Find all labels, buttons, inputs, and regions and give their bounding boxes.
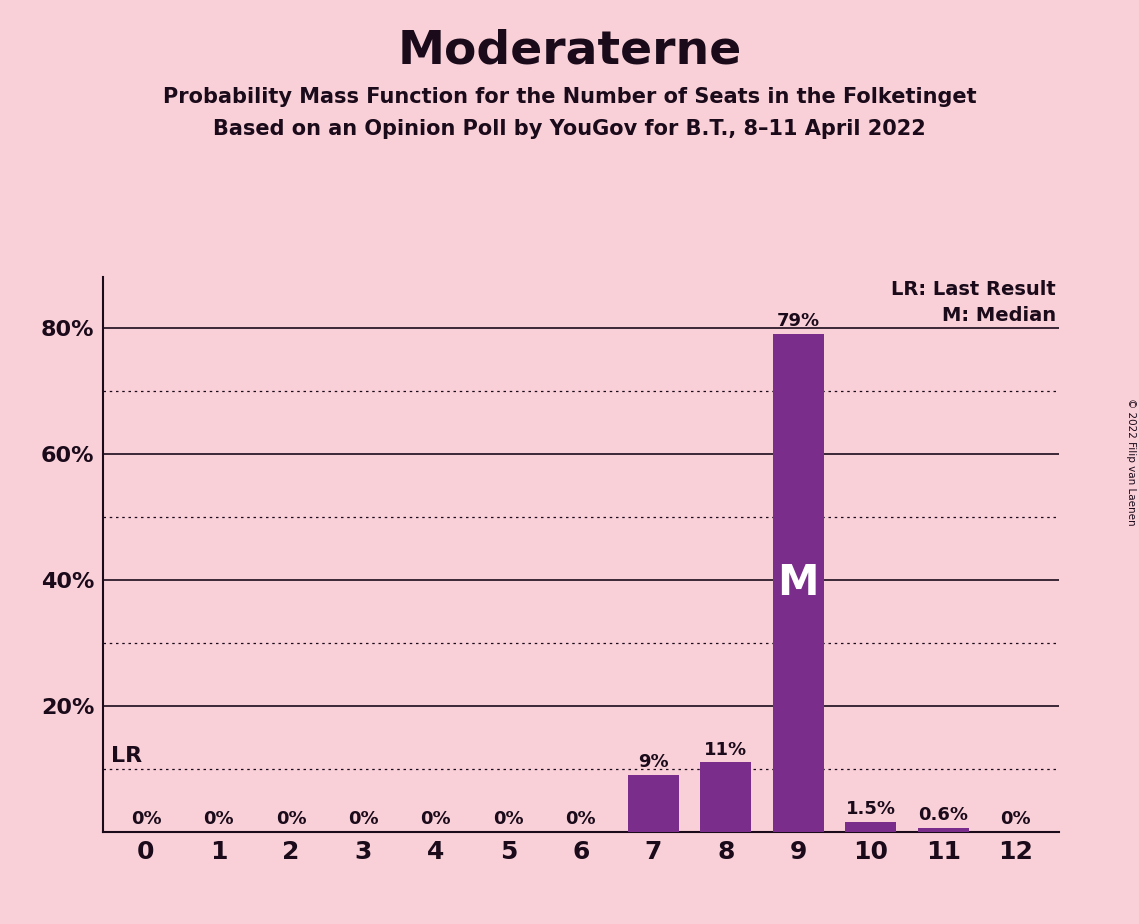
Bar	[918, 828, 968, 832]
Bar	[773, 334, 823, 832]
Text: 0%: 0%	[349, 809, 379, 828]
Bar	[845, 822, 896, 832]
Bar	[700, 762, 752, 832]
Text: 0%: 0%	[493, 809, 524, 828]
Text: 0%: 0%	[203, 809, 233, 828]
Text: 0.6%: 0.6%	[918, 806, 968, 824]
Text: 1.5%: 1.5%	[846, 800, 895, 819]
Text: 9%: 9%	[638, 753, 669, 772]
Text: 0%: 0%	[131, 809, 162, 828]
Text: 0%: 0%	[566, 809, 596, 828]
Text: LR: Last Result: LR: Last Result	[891, 280, 1056, 299]
Text: 0%: 0%	[1000, 809, 1031, 828]
Text: 0%: 0%	[276, 809, 306, 828]
Text: 79%: 79%	[777, 312, 820, 330]
Text: Moderaterne: Moderaterne	[398, 29, 741, 73]
Text: 11%: 11%	[704, 740, 747, 759]
Text: Probability Mass Function for the Number of Seats in the Folketinget: Probability Mass Function for the Number…	[163, 87, 976, 107]
Text: LR: LR	[112, 746, 142, 766]
Text: Based on an Opinion Poll by YouGov for B.T., 8–11 April 2022: Based on an Opinion Poll by YouGov for B…	[213, 119, 926, 140]
Bar	[628, 775, 679, 832]
Text: 0%: 0%	[420, 809, 451, 828]
Text: M: Median: M: Median	[942, 306, 1056, 324]
Text: © 2022 Filip van Laenen: © 2022 Filip van Laenen	[1126, 398, 1136, 526]
Text: M: M	[778, 562, 819, 603]
